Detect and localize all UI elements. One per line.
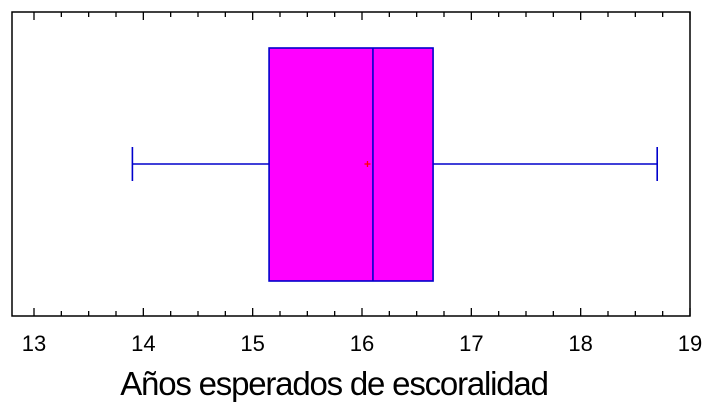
- x-axis-tick-labels: 13 14 15 16 17 18 19: [22, 331, 702, 356]
- plot-frame: [11, 11, 691, 317]
- x-axis-label: Años esperados de escoralidad: [120, 365, 548, 402]
- x-tick-label: 14: [131, 331, 155, 356]
- x-tick-label: 19: [678, 331, 702, 356]
- interquartile-box: [268, 47, 434, 282]
- x-axis-ticks: [33, 12, 691, 316]
- box-plot: [131, 47, 659, 282]
- x-tick-label: 18: [568, 331, 592, 356]
- x-tick-label: 15: [240, 331, 264, 356]
- x-tick-label: 17: [459, 331, 483, 356]
- x-tick-label: 13: [22, 331, 46, 356]
- x-tick-label: 16: [350, 331, 374, 356]
